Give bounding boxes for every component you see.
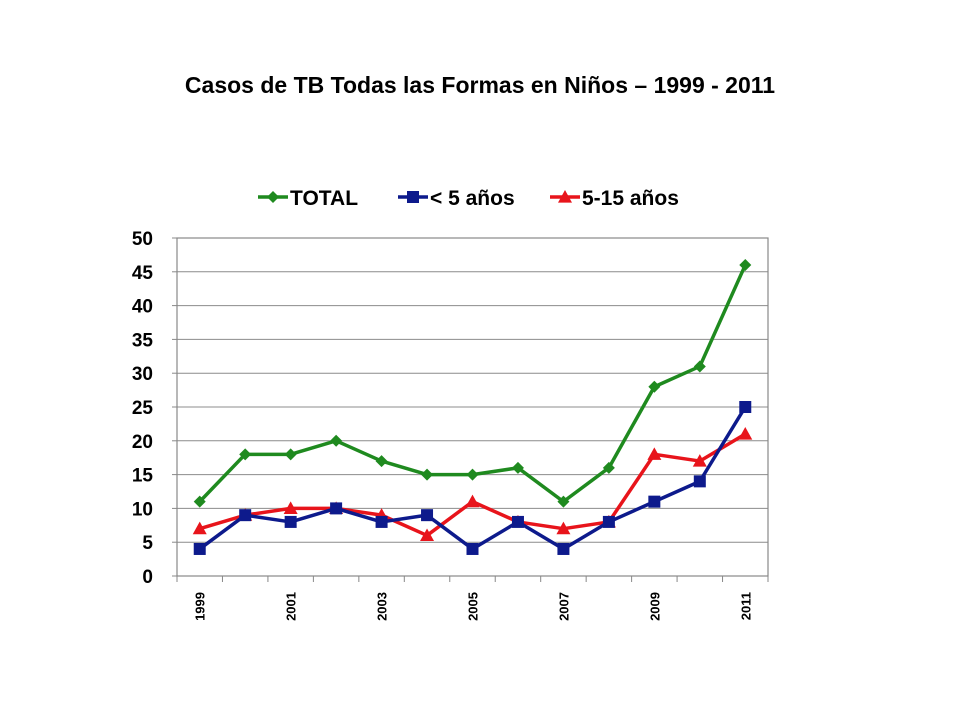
data-point [420, 528, 435, 542]
chart-legend: TOTAL < 5 años 5-15 años [258, 187, 679, 210]
series-group [192, 259, 753, 555]
data-point [193, 495, 206, 508]
data-point [648, 380, 661, 393]
x-tick-label: 2007 [556, 592, 571, 621]
data-point [466, 468, 479, 481]
data-point [739, 401, 752, 413]
data-point [239, 448, 252, 461]
data-point [602, 515, 615, 528]
y-tick-label: 35 [132, 330, 154, 351]
data-point [693, 475, 706, 488]
data-point [421, 468, 434, 481]
x-tick-label: 2001 [284, 592, 299, 621]
legend-label: TOTAL [290, 187, 358, 210]
data-point [330, 502, 343, 515]
data-point [330, 434, 343, 447]
data-point [375, 455, 388, 468]
data-point [647, 447, 662, 460]
y-tick-label: 20 [132, 432, 153, 453]
data-point [557, 542, 570, 555]
y-tick-label: 5 [142, 533, 153, 554]
series-line [198, 264, 747, 504]
data-point [375, 515, 388, 528]
data-point [648, 495, 661, 508]
x-tick-label: 2009 [647, 592, 662, 621]
y-tick-label: 0 [142, 567, 153, 588]
legend-marker [558, 190, 572, 203]
x-tick-label: 2011 [738, 592, 753, 620]
y-tick-label: 15 [132, 466, 154, 487]
x-tick-label: 1999 [193, 592, 208, 621]
data-point [284, 515, 297, 528]
legend-marker [267, 191, 279, 203]
y-tick-label: 10 [132, 499, 153, 520]
y-tick-label: 40 [132, 297, 153, 318]
data-point [693, 360, 706, 373]
data-point [421, 509, 434, 522]
data-point [692, 454, 707, 467]
data-point [602, 461, 615, 474]
y-tick-label: 25 [132, 398, 154, 419]
data-point [239, 509, 252, 522]
data-point [284, 448, 297, 461]
y-tick-label: 45 [132, 263, 154, 284]
data-point [556, 521, 571, 535]
data-point [192, 521, 207, 535]
x-tick-label: 2003 [375, 592, 390, 621]
x-tick-label: 2005 [466, 592, 481, 621]
data-point [738, 427, 753, 440]
data-point [193, 542, 206, 555]
data-point [283, 501, 298, 514]
data-point [465, 494, 480, 508]
legend-label: 5-15 años [582, 187, 679, 210]
y-axis-ticks: 0 5 10 15 20 25 30 35 40 45 50 [132, 229, 177, 588]
x-axis-ticks: 1999 2001 2003 2005 2007 2009 2011 [176, 576, 769, 621]
data-point [511, 515, 524, 528]
legend-label: < 5 años [430, 187, 515, 210]
y-tick-label: 30 [132, 364, 153, 385]
slide-title: Casos de TB Todas las Formas en Niños – … [184, 72, 776, 98]
legend-marker [407, 191, 419, 203]
data-point [511, 461, 524, 474]
data-point [557, 495, 570, 508]
data-point [739, 259, 752, 272]
data-point [466, 542, 479, 555]
y-tick-label: 50 [132, 229, 153, 250]
